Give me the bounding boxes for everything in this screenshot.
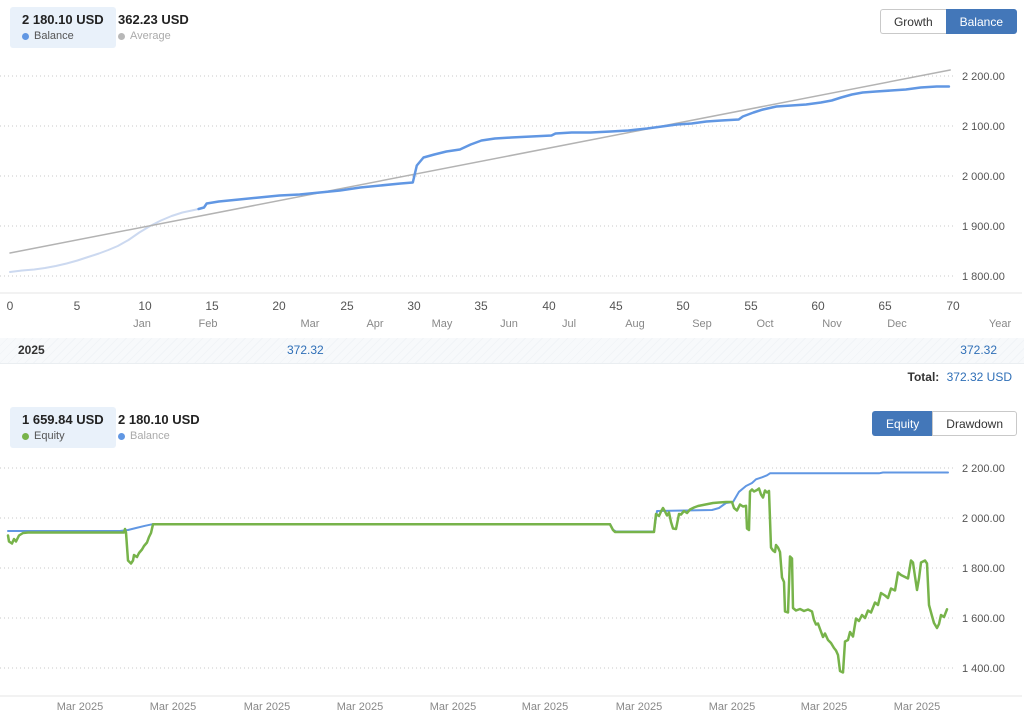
trade-number-tick: 25: [340, 299, 354, 313]
balance-legend-label-row: Balance: [22, 30, 104, 42]
y-axis-tick-label: 2 200.00: [962, 463, 1005, 475]
balance-value: 2 180.10 USD: [22, 12, 104, 27]
balance2-value: 2 180.10 USD: [118, 412, 200, 427]
yearly-summary-row[interactable]: 2025 372.32 372.32: [0, 338, 1024, 364]
date-tick: Mar 2025: [615, 701, 663, 713]
growth-button[interactable]: Growth: [879, 9, 946, 34]
y-axis-tick-label: 1 600.00: [962, 613, 1005, 625]
date-tick: Mar 2025: [893, 701, 941, 713]
date-tick: Mar 2025: [800, 701, 848, 713]
month-tick: Mar: [300, 318, 320, 330]
equity-drawdown-toggle: Equity Drawdown: [871, 411, 1017, 436]
average-legend-label: Average: [130, 30, 171, 42]
date-tick: Mar 2025: [429, 701, 477, 713]
trade-number-tick: 35: [474, 299, 488, 313]
equity-legend-item[interactable]: 1 659.84 USD Equity: [10, 407, 116, 448]
month-tick: Jan: [133, 318, 151, 330]
trade-number-axis: 0 5 10 15 20 25 30 35 40 45 50 55 60 65 70: [0, 299, 1024, 313]
trade-number-tick: 60: [811, 299, 825, 313]
equity-legend-label-row: Equity: [22, 430, 104, 442]
total-label: Total:: [907, 370, 940, 384]
y-axis-tick-label: 1 800.00: [962, 271, 1005, 283]
month-tick: Oct: [756, 318, 774, 330]
trade-number-tick: 55: [744, 299, 758, 313]
average-line: [9, 69, 951, 254]
trade-number-tick: 0: [6, 299, 14, 313]
month-axis: Jan Feb Mar Apr May Jun Jul Aug Sep Oct Nov Dec Year: [0, 318, 1024, 332]
balance2-legend-label: Balance: [130, 430, 170, 442]
total-line: Total: 372.32 USD: [908, 370, 1013, 384]
y-axis-tick-label: 1 400.00: [962, 663, 1005, 675]
drawdown-button[interactable]: Drawdown: [932, 411, 1017, 436]
month-tick: Year: [988, 318, 1012, 330]
trade-number-tick: 70: [946, 299, 960, 313]
growth-balance-toggle: Growth Balance: [879, 9, 1017, 34]
balance2-legend-item[interactable]: 2 180.10 USD Balance: [106, 407, 212, 448]
date-tick: Mar 2025: [521, 701, 569, 713]
trade-number-tick: 30: [407, 299, 421, 313]
month-tick: Feb: [198, 318, 218, 330]
month-tick: Apr: [366, 318, 384, 330]
trade-number-tick: 65: [878, 299, 892, 313]
average-legend-item[interactable]: 362.23 USD Average: [106, 7, 201, 48]
y-axis-tick-label: 1 800.00: [962, 563, 1005, 575]
date-axis: Mar 2025 Mar 2025 Mar 2025 Mar 2025 Mar 2025…: [0, 701, 1024, 715]
balance-growth-chart[interactable]: 2 200.00 2 100.00 2 000.00 1 900.00 1 800.00: [0, 55, 1024, 299]
y-axis-tick-label: 1 900.00: [962, 221, 1005, 233]
balance-button[interactable]: Balance: [945, 9, 1017, 34]
equity-dot-icon: [22, 432, 29, 440]
trade-number-tick: 10: [138, 299, 152, 313]
equity-line: [6, 487, 949, 674]
march-profit-value[interactable]: 372.32: [287, 343, 324, 357]
month-tick: Sep: [692, 318, 712, 330]
average-legend-label-row: Average: [118, 30, 189, 42]
y-axis-tick-label: 2 000.00: [962, 513, 1005, 525]
trade-number-tick: 5: [73, 299, 81, 313]
year-total-value[interactable]: 372.32: [960, 343, 997, 357]
total-value: 372.32 USD: [946, 370, 1012, 384]
balance2-dot-icon: [118, 432, 125, 440]
trade-number-tick: 15: [205, 299, 219, 313]
balance2-legend-label-row: Balance: [118, 430, 200, 442]
balance-line: [7, 471, 949, 533]
month-tick: Jul: [561, 318, 577, 330]
equity-legend-label: Equity: [34, 430, 65, 442]
balance-legend-item[interactable]: 2 180.10 USD Balance: [10, 7, 116, 48]
balance-dot-icon: [22, 32, 29, 40]
average-dot-icon: [118, 32, 125, 40]
y-axis-tick-label: 2 200.00: [962, 71, 1005, 83]
average-value: 362.23 USD: [118, 12, 189, 27]
date-tick: Mar 2025: [336, 701, 384, 713]
date-tick: Mar 2025: [56, 701, 104, 713]
y-axis-tick-label: 2 100.00: [962, 121, 1005, 133]
balance-legend-label: Balance: [34, 30, 74, 42]
equity-button[interactable]: Equity: [871, 411, 933, 436]
month-tick: Nov: [822, 318, 842, 330]
date-tick: Mar 2025: [149, 701, 197, 713]
month-tick: Jun: [500, 318, 518, 330]
balance-line: [197, 85, 951, 211]
year-label: 2025: [18, 343, 45, 357]
trade-number-tick: 50: [676, 299, 690, 313]
month-tick: Dec: [887, 318, 907, 330]
balance_pre_start-line: [9, 208, 200, 273]
equity-chart[interactable]: 2 200.00 2 000.00 1 800.00 1 600.00 1 400.00: [0, 455, 1024, 701]
trade-number-tick: 45: [609, 299, 623, 313]
date-tick: Mar 2025: [708, 701, 756, 713]
trade-number-tick: 20: [272, 299, 286, 313]
y-axis-tick-label: 2 000.00: [962, 171, 1005, 183]
equity-value: 1 659.84 USD: [22, 412, 104, 427]
month-tick: Aug: [625, 318, 645, 330]
date-tick: Mar 2025: [243, 701, 291, 713]
trade-number-tick: 40: [542, 299, 556, 313]
month-tick: May: [431, 318, 453, 330]
